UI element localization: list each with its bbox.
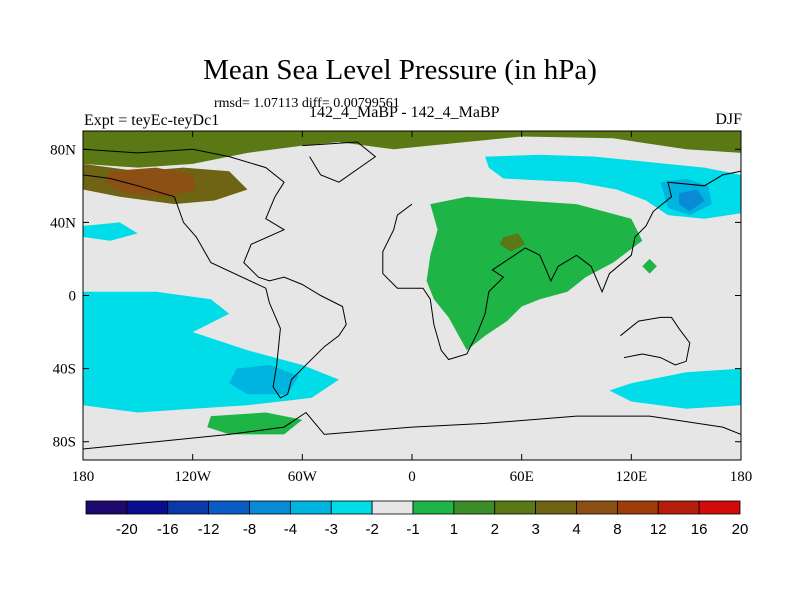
- colorbar-label: 3: [531, 521, 539, 538]
- anomaly-region-south-pacific-core: [229, 365, 299, 395]
- anomaly-region-east-asia-core: [678, 189, 705, 212]
- x-tick-label: 60E: [510, 469, 534, 485]
- colorbar-swatch: [412, 500, 455, 515]
- period-label: 142_4_MaBP - 142_4_MaBP: [309, 104, 500, 121]
- anomaly-region-arctic-high: [83, 131, 741, 168]
- anomaly-region-arabia-high-core: [499, 233, 526, 252]
- coastline-greenland-outline: [302, 141, 377, 183]
- anomaly-region-africa-europe-high: [426, 196, 643, 351]
- colorbar-label: -16: [157, 521, 179, 538]
- y-tick-label: 40N: [50, 215, 76, 231]
- colorbar-label: 12: [650, 521, 667, 538]
- axes: 180 120W 60W 0 60E 120E 180 80N 40N 0 40S 80S: [50, 130, 753, 485]
- colorbar-swatch: [657, 500, 700, 515]
- colorbar-label: 20: [732, 521, 749, 538]
- x-tick-label: 0: [408, 469, 416, 485]
- colorbar-swatch: [535, 500, 577, 515]
- colorbar-swatch: [249, 500, 291, 515]
- colorbar-label: -1: [406, 521, 419, 538]
- anomaly-region-indian-ocean-low: [609, 368, 741, 409]
- colorbar-label: -12: [198, 521, 220, 538]
- coastline-antarctica-outline: [83, 411, 741, 450]
- colorbar-swatch: [167, 500, 210, 515]
- colorbar-swatch: [330, 500, 373, 515]
- colorbar-label: 1: [450, 521, 458, 538]
- anomaly-region-southern-ocean-high: [207, 412, 303, 435]
- x-tick-label: 120E: [615, 469, 647, 485]
- coastline-australia-outline: [620, 316, 691, 366]
- colorbar-swatch: [126, 500, 169, 515]
- colorbar-swatch: [85, 500, 128, 515]
- colorbar-swatch: [289, 500, 332, 515]
- colorbar-label: 4: [572, 521, 580, 538]
- anomaly-region-north-pacific-core: [104, 167, 197, 197]
- coastline-americas-outline: [83, 148, 347, 399]
- colorbar-swatch: [494, 500, 537, 515]
- colorbar-label: -4: [284, 521, 297, 538]
- y-tick-label: 0: [69, 289, 77, 305]
- colorbar-swatch: [453, 500, 496, 515]
- colorbar-label: -20: [116, 521, 138, 538]
- rmsd-diff-text: rmsd= 1.07113 diff= 0.00799561: [214, 96, 400, 111]
- colorbar-label: -2: [365, 521, 378, 538]
- season-label: DJF: [715, 111, 742, 128]
- y-tick-label: 80S: [53, 435, 76, 451]
- anomaly-region-small-high-a: [642, 258, 657, 274]
- colorbar-swatch: [576, 500, 618, 515]
- colorbar-label: 8: [613, 521, 621, 538]
- colorbar-swatch: [616, 500, 659, 515]
- colorbar: -20 -16 -12 -8 -4 -3 -2 -1 1 2 3 4 8 12 16 20: [85, 500, 749, 538]
- y-tick-label: 40S: [53, 362, 76, 378]
- y-tick-label: 80N: [50, 142, 76, 158]
- map-area: [83, 131, 741, 460]
- colorbar-swatch: [208, 500, 250, 515]
- anomaly-region-atlantic-low-west: [83, 222, 138, 241]
- experiment-label: Expt = teyEc-teyDc1: [84, 112, 220, 129]
- coastline-afro-eurasia-outline: [382, 170, 741, 361]
- x-tick-label: 60W: [288, 469, 318, 485]
- colorbar-label: 16: [691, 521, 708, 538]
- colorbar-label: -8: [243, 521, 256, 538]
- x-tick-label: 120W: [174, 469, 212, 485]
- x-tick-label: 180: [730, 469, 753, 485]
- colorbar-swatch: [371, 500, 414, 515]
- x-tick-label: 180: [72, 469, 95, 485]
- colorbar-swatch: [698, 500, 741, 515]
- colorbar-label: -3: [325, 521, 338, 538]
- colorbar-label: 2: [491, 521, 499, 538]
- chart-title: Mean Sea Level Pressure (in hPa): [203, 54, 597, 86]
